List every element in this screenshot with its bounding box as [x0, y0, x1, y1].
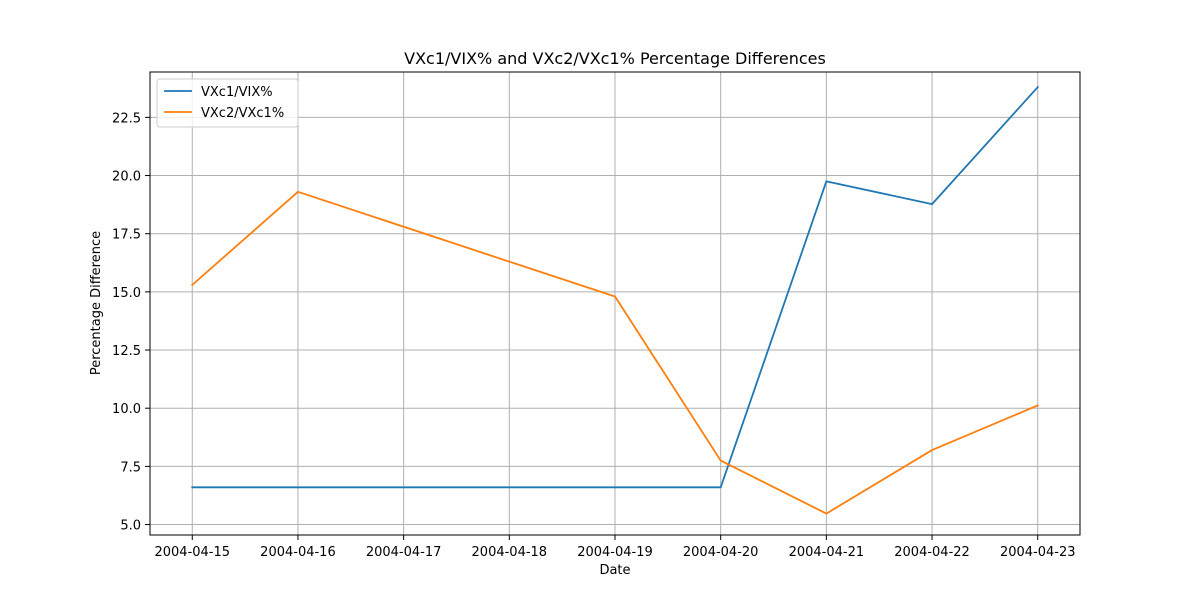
- y-tick-label: 17.5: [112, 228, 141, 243]
- x-axis-label: Date: [599, 563, 630, 578]
- y-axis-label: Percentage Difference: [89, 231, 104, 375]
- legend-label-series-1: VXc1/VIX%: [201, 85, 273, 100]
- axis-ticks: 2004-04-15 2004-04-16 2004-04-17 2004-04-18…: [112, 111, 1075, 560]
- x-tick-label: 2004-04-19: [577, 545, 653, 560]
- y-tick-label: 10.0: [112, 402, 141, 417]
- y-tick-label: 20.0: [112, 170, 141, 185]
- x-tick-label: 2004-04-23: [1000, 545, 1076, 560]
- x-tick-label: 2004-04-21: [789, 545, 865, 560]
- legend-label-series-2: VXc2/VXc1%: [201, 106, 284, 121]
- x-tick-label: 2004-04-20: [683, 545, 759, 560]
- plot-area: [190, 85, 1040, 515]
- x-tick-label: 2004-04-15: [154, 545, 230, 560]
- x-tick-label: 2004-04-22: [894, 545, 970, 560]
- x-tick-label: 2004-04-18: [472, 545, 548, 560]
- y-tick-label: 12.5: [112, 344, 141, 359]
- legend-box: [156, 78, 299, 128]
- y-tick-label: 5.0: [120, 519, 141, 534]
- y-tick-label: 22.5: [112, 111, 141, 126]
- series-line-2: [190, 190, 1039, 515]
- grid: [150, 72, 1080, 535]
- y-tick-label: 7.5: [120, 460, 141, 475]
- x-tick-label: 2004-04-17: [366, 545, 442, 560]
- series-line-1: [191, 85, 1040, 489]
- y-tick-label: 15.0: [112, 286, 141, 301]
- x-tick-label: 2004-04-16: [260, 545, 336, 560]
- chart-title: VXc1/VIX% and VXc2/VXc1% Percentage Diff…: [404, 49, 826, 68]
- plot-frame: [149, 71, 1081, 536]
- legend: VXc1/VIX% VXc2/VXc1%: [156, 78, 299, 128]
